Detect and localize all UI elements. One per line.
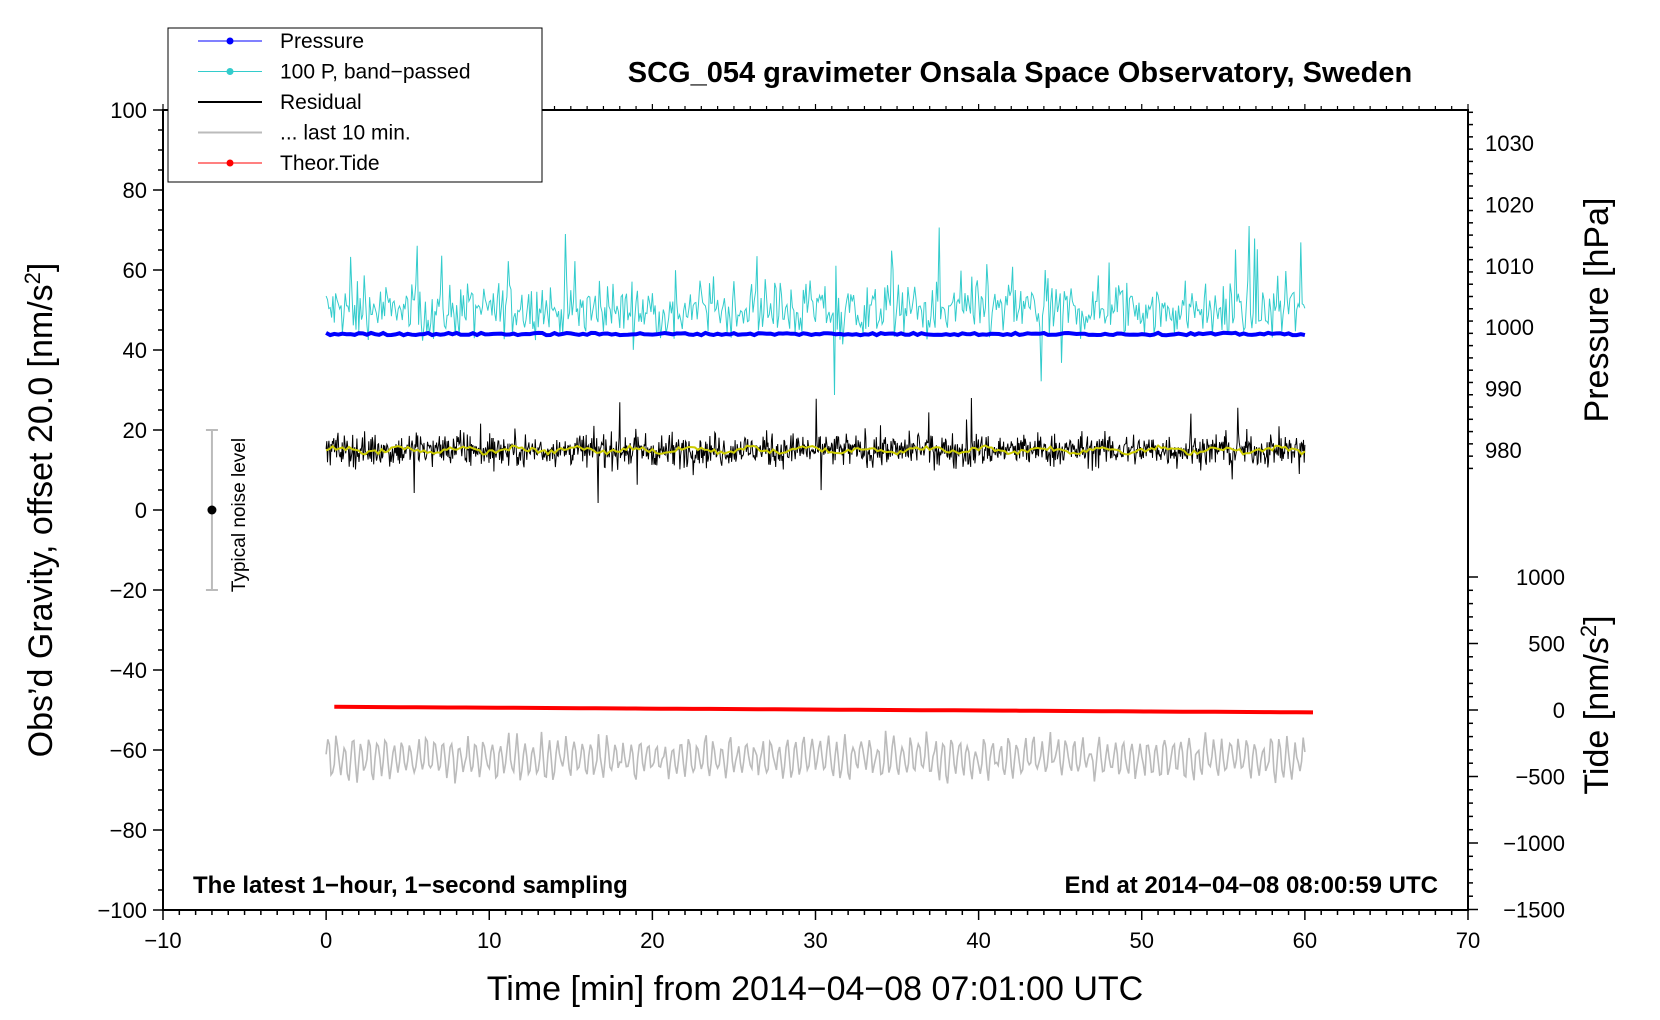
y-axis-title-left: Obs’d Gravity, offset 20.0 [nm/s2] [20, 263, 61, 758]
x-tick-label: 20 [640, 928, 664, 953]
x-tick-label: 60 [1293, 928, 1317, 953]
pressure-tick-label: 1020 [1485, 192, 1534, 217]
legend-label: Theor.Tide [280, 152, 380, 175]
noise-level-label: Typical noise level [229, 438, 250, 592]
y-tick-label: 100 [110, 98, 147, 123]
tide-tick-label: −500 [1515, 765, 1565, 790]
note-sampling: The latest 1−hour, 1−second sampling [193, 872, 628, 899]
y-tick-label: 60 [123, 258, 147, 283]
x-tick-label: 50 [1130, 928, 1154, 953]
legend-label: ... last 10 min. [280, 122, 411, 145]
y-axis-title-tide: Tide [nm/s2] [1576, 615, 1617, 794]
legend-label: 100 P, band−passed [280, 61, 471, 84]
tide-tick-label: 500 [1528, 632, 1565, 657]
series-residual [325, 397, 1306, 504]
series-bandpassed-pressure [325, 225, 1306, 396]
tide-tick-label: 1000 [1516, 565, 1565, 590]
x-tick-label: 10 [477, 928, 501, 953]
y-tick-label: −20 [110, 578, 147, 603]
series-theoretical-tide [334, 704, 1314, 715]
y-tick-label: 0 [135, 498, 147, 523]
legend-marker [226, 68, 234, 75]
series-residual-smoothed [325, 444, 1306, 456]
x-tick-label: 30 [803, 928, 827, 953]
note-end-time: End at 2014−04−08 08:00:59 UTC [1064, 872, 1438, 899]
y-tick-label: 80 [123, 178, 147, 203]
pressure-tick-label: 980 [1485, 438, 1522, 463]
x-tick-label: 40 [966, 928, 990, 953]
tide-tick-label: −1000 [1503, 831, 1565, 856]
series-pressure [325, 330, 1306, 338]
x-axis-title: Time [min] from 2014−04−08 07:01:00 UTC [487, 970, 1143, 1008]
noise-bar-center-dot [207, 505, 217, 515]
pressure-tick-label: 1000 [1485, 315, 1534, 340]
series-last-10-min [325, 730, 1306, 784]
tide-tick-label: −1500 [1503, 898, 1565, 923]
y-tick-label: −80 [110, 818, 147, 843]
legend-label: Pressure [280, 30, 364, 53]
noise-level-indicator [205, 429, 218, 591]
legend: Pressure 100 P, band−passed Residual ... la… [167, 27, 543, 183]
legend-label: Residual [280, 91, 362, 114]
x-tick-label: −10 [144, 928, 181, 953]
x-tick-label: 0 [320, 928, 332, 953]
plot-frame [162, 109, 1469, 911]
tide-tick-label: 0 [1553, 698, 1565, 723]
legend-marker [226, 159, 234, 167]
chart-title: SCG_054 gravimeter Onsala Space Observat… [628, 57, 1412, 89]
pressure-tick-label: 1010 [1485, 254, 1534, 279]
y-tick-label: −40 [110, 658, 147, 683]
legend-marker [226, 37, 234, 45]
pressure-tick-label: 1030 [1485, 131, 1534, 156]
y-tick-label: 20 [123, 418, 147, 443]
y-tick-label: −100 [97, 898, 147, 923]
legend-box [167, 27, 543, 183]
y-axis-title-pressure: Pressure [hPa] [1578, 198, 1616, 423]
pressure-tick-label: 990 [1485, 377, 1522, 402]
y-tick-label: 40 [123, 338, 147, 363]
x-tick-label: 70 [1456, 928, 1480, 953]
y-tick-label: −60 [110, 738, 147, 763]
